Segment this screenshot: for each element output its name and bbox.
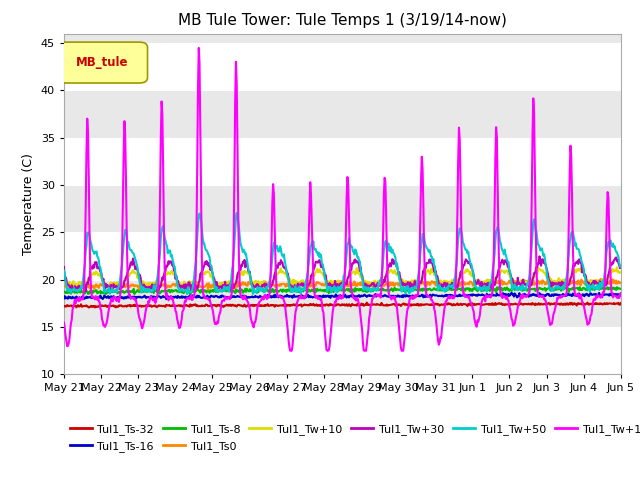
Y-axis label: Temperature (C): Temperature (C)	[22, 153, 35, 255]
Title: MB Tule Tower: Tule Temps 1 (3/19/14-now): MB Tule Tower: Tule Temps 1 (3/19/14-now…	[178, 13, 507, 28]
Bar	[64, 138, 621, 185]
Bar	[64, 43, 621, 90]
Bar	[64, 185, 621, 232]
Bar	[64, 232, 621, 280]
Bar	[64, 90, 621, 138]
Bar	[64, 0, 621, 43]
Legend: Tul1_Ts-32, Tul1_Ts-16, Tul1_Ts-8, Tul1_Ts0, Tul1_Tw+10, Tul1_Tw+30, Tul1_Tw+50,: Tul1_Ts-32, Tul1_Ts-16, Tul1_Ts-8, Tul1_…	[70, 424, 640, 452]
Bar	[64, 327, 621, 374]
Bar	[64, 280, 621, 327]
Text: MB_tule: MB_tule	[76, 56, 128, 69]
FancyBboxPatch shape	[58, 42, 147, 83]
